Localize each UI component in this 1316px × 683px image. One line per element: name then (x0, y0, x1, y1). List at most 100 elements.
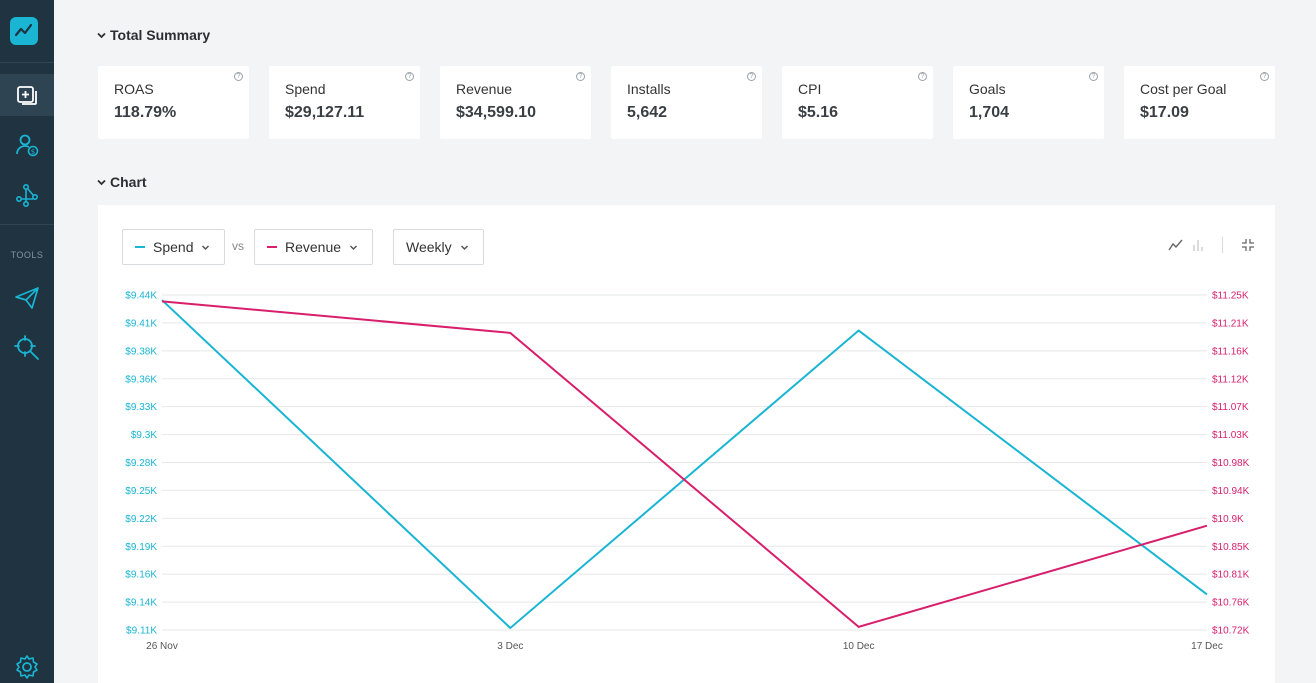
y-right-tick-label: $10.72K (1212, 626, 1250, 637)
card-label: ROAS (114, 81, 154, 97)
card-value: $29,127.11 (285, 104, 365, 121)
gear-icon (16, 655, 38, 679)
help-icon[interactable]: ? (1089, 72, 1098, 81)
add-report-icon (17, 86, 37, 105)
card-value: 118.79% (114, 104, 177, 121)
y-left-tick-label: $9.36K (125, 374, 157, 385)
card-value: $17.09 (1140, 104, 1189, 121)
y-right-tick-label: $11.07K (1212, 402, 1249, 413)
y-left-tick-label: $9.41K (125, 318, 157, 329)
target-search-icon (14, 335, 39, 360)
y-right-tick-label: $11.21K (1212, 318, 1249, 329)
metric-b-select[interactable]: Revenue (254, 229, 373, 265)
chevron-down-icon (460, 244, 468, 250)
help-icon[interactable]: ? (918, 72, 927, 81)
help-icon[interactable]: ? (234, 72, 243, 81)
y-left-tick-label: $9.14K (125, 598, 157, 609)
user-revenue-icon: $ (16, 134, 39, 157)
y-left-tick-label: $9.16K (125, 570, 157, 581)
line-chart-icon[interactable] (1168, 238, 1184, 252)
revenue-swatch (267, 246, 277, 248)
sidebar-item-dashboard[interactable] (0, 74, 54, 116)
card-label: Cost per Goal (1140, 81, 1227, 97)
summary-card-revenue: ? Revenue $34,599.10 (440, 66, 591, 139)
y-left-tick-label: $9.25K (125, 486, 157, 497)
series-line-spend (161, 299, 1208, 630)
chart-tools (1168, 237, 1255, 253)
chevron-down-icon (97, 32, 106, 38)
period-label: Weekly (406, 239, 452, 255)
y-left-tick-label: $9.11K (126, 626, 157, 637)
vs-label: vs (232, 239, 244, 253)
x-tick-label: 3 Dec (497, 641, 523, 652)
card-value: 5,642 (627, 104, 668, 121)
y-right-tick-label: $11.03K (1212, 430, 1249, 441)
sidebar-divider (0, 224, 54, 225)
sidebar-divider (0, 62, 54, 63)
summary-card-cost-per-goal: ? Cost per Goal $17.09 (1124, 66, 1275, 139)
y-left-tick-label: $9.22K (125, 514, 157, 525)
y-right-tick-label: $10.76K (1212, 598, 1250, 609)
card-label: Installs (627, 81, 671, 97)
paper-plane-icon (15, 287, 39, 309)
collapse-icon[interactable] (1241, 238, 1255, 252)
chart-toggle[interactable]: Chart (97, 174, 147, 190)
sidebar-item-users[interactable]: $ (0, 124, 54, 166)
bar-chart-icon[interactable] (1192, 238, 1204, 252)
card-label: CPI (798, 81, 822, 97)
y-right-tick-label: $11.25K (1212, 291, 1249, 302)
card-value: $34,599.10 (456, 104, 537, 121)
x-tick-label: 26 Nov (146, 641, 178, 652)
series-line-revenue (161, 300, 1208, 628)
line-chart: $9.44K $11.25K $9.41K $11.21K $9.38K $11.16K $… (125, 291, 1250, 653)
y-left-tick-label: $9.33K (125, 402, 157, 413)
y-left-tick-label: $9.28K (125, 458, 157, 469)
help-icon[interactable]: ? (405, 72, 414, 81)
card-label: Goals (969, 81, 1006, 97)
summary-title: Total Summary (110, 27, 211, 43)
chart-section-title: Chart (110, 174, 147, 190)
y-right-tick-label: $10.98K (1212, 458, 1250, 469)
chevron-down-icon (97, 179, 106, 185)
summary-card-installs: ? Installs 5,642 (611, 66, 762, 139)
sidebar-item-targeting[interactable] (0, 327, 54, 369)
card-label: Revenue (456, 81, 513, 97)
summary-card-spend: ? Spend $29,127.11 (269, 66, 420, 139)
y-left-tick-label: $9.44K (125, 291, 157, 302)
y-right-tick-label: $10.94K (1212, 486, 1250, 497)
summary-card-roas: ? ROAS 118.79% (98, 66, 249, 139)
summary-card-cpi: ? CPI $5.16 (782, 66, 933, 139)
summary-card-goals: ? Goals 1,704 (953, 66, 1104, 139)
x-tick-label: 17 Dec (1191, 641, 1223, 652)
chart-panel: Spend vs Revenue Weekly $9.44K $11.25K $9.… (98, 205, 1275, 683)
app-logo[interactable] (10, 17, 38, 45)
help-icon[interactable]: ? (747, 72, 756, 81)
chevron-down-icon (350, 244, 358, 250)
card-value: 1,704 (969, 104, 1010, 121)
y-right-tick-label: $11.12K (1212, 374, 1249, 385)
y-right-tick-label: $11.16K (1212, 346, 1249, 357)
sidebar-item-settings[interactable] (0, 646, 54, 683)
chevron-down-icon (202, 244, 210, 250)
sidebar-tools-label: TOOLS (10, 250, 44, 260)
y-right-tick-label: $10.81K (1212, 570, 1250, 581)
metric-a-select[interactable]: Spend (122, 229, 225, 265)
sidebar-item-flows[interactable] (0, 174, 54, 216)
metric-a-label: Spend (153, 239, 194, 255)
tool-divider (1222, 237, 1223, 253)
y-left-tick-label: $9.19K (125, 542, 157, 553)
period-select[interactable]: Weekly (393, 229, 484, 265)
help-icon[interactable]: ? (1260, 72, 1269, 81)
y-right-tick-label: $10.9K (1212, 514, 1244, 525)
sidebar-item-campaigns[interactable] (0, 277, 54, 319)
summary-toggle[interactable]: Total Summary (97, 27, 210, 43)
y-right-tick-label: $10.85K (1212, 542, 1250, 553)
y-left-tick-label: $9.38K (125, 346, 157, 357)
card-label: Spend (285, 81, 326, 97)
y-left-tick-label: $9.3K (131, 430, 157, 441)
svg-text:$: $ (31, 148, 35, 156)
trend-logo-icon (14, 23, 33, 37)
x-tick-label: 10 Dec (843, 641, 875, 652)
help-icon[interactable]: ? (576, 72, 585, 81)
flow-graph-icon (15, 183, 38, 207)
